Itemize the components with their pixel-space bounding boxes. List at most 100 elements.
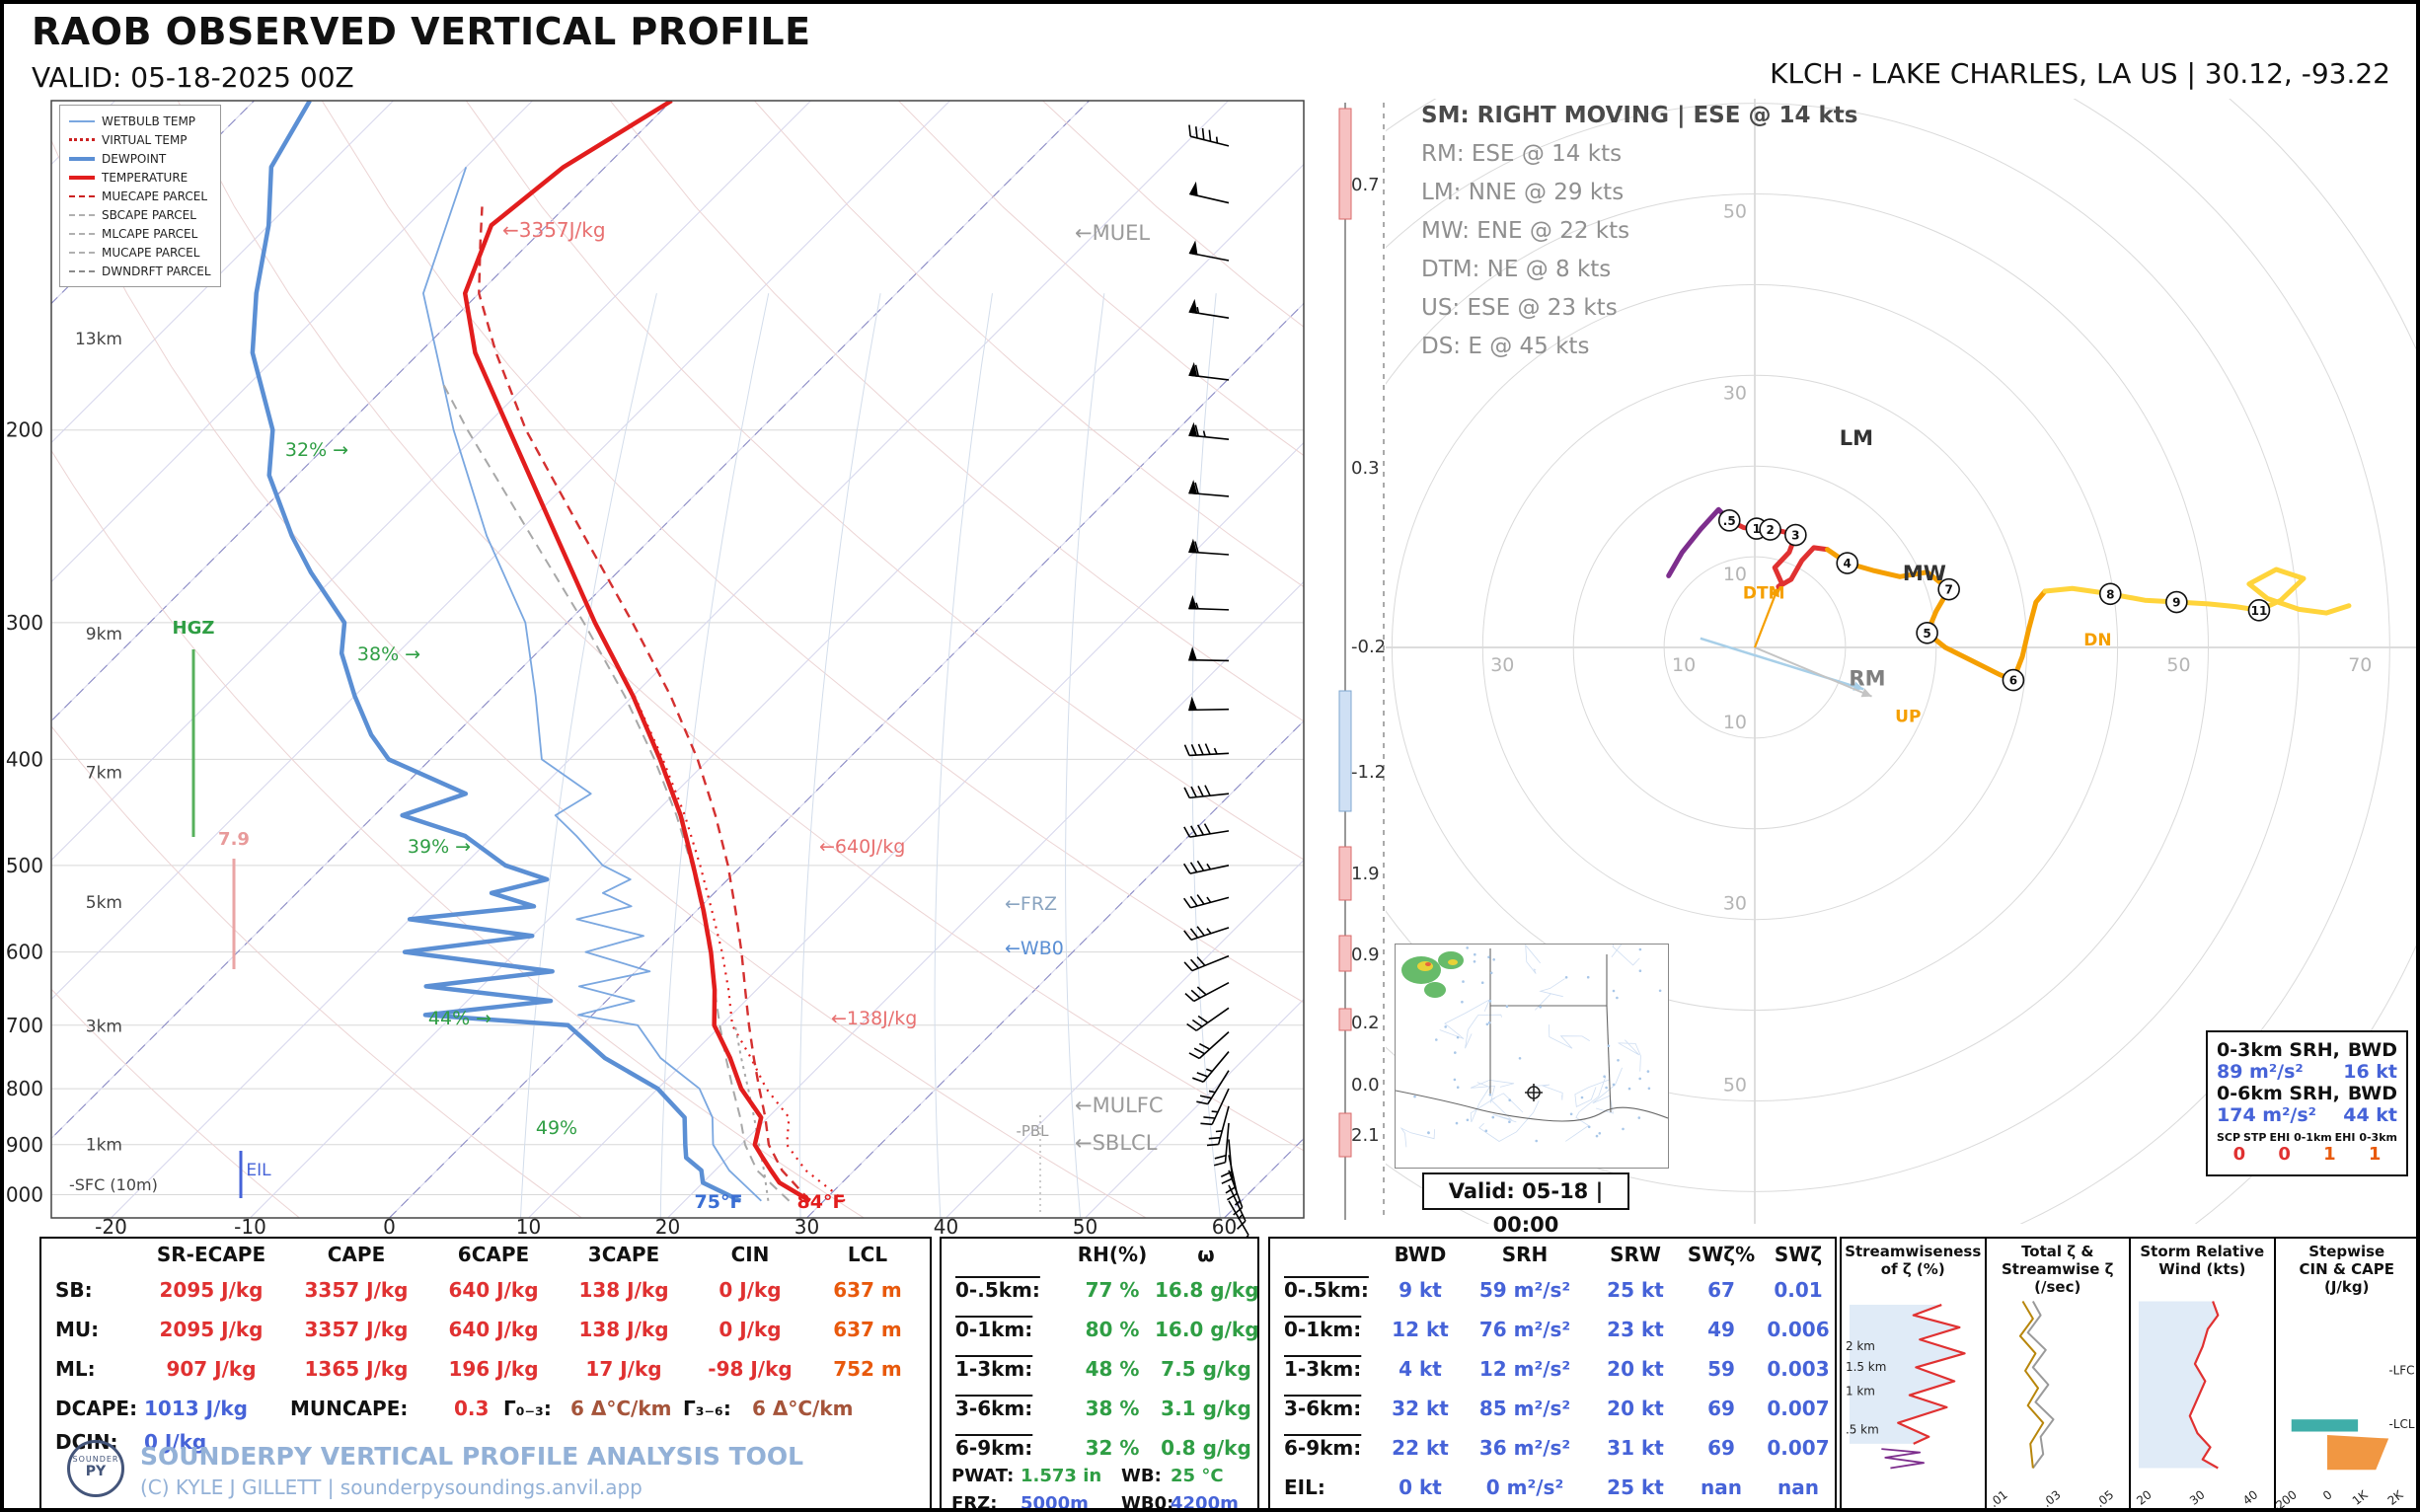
station-info: KLCH - LAKE CHARLES, LA US | 30.12, -93.… — [1770, 57, 2390, 90]
valid-datetime: VALID: 05-18-2025 00Z — [32, 61, 354, 94]
skewt-annotation: ←MUEL — [1075, 221, 1150, 245]
kin-value: 4 kt — [1399, 1357, 1442, 1381]
wet-line-sample — [69, 119, 95, 122]
gamma-3-6-value: 6 Δ°C/km — [752, 1397, 854, 1420]
mini-panel-3: Storm Relative Wind (kts) 20 30 40 — [2131, 1237, 2276, 1508]
temp-tick: 30 — [794, 1215, 819, 1239]
height-marker: 11 — [2251, 604, 2268, 618]
kin-value: nan — [1701, 1475, 1742, 1499]
legend-label: DWNDRFT PARCEL — [102, 264, 211, 278]
temp-tick: 60 — [1212, 1215, 1237, 1239]
pressure-tick: 500 — [6, 854, 43, 877]
height-marker: 3 — [1791, 529, 1799, 543]
omega-value: 0.2 — [1351, 1013, 1380, 1033]
skewt-annotation: ←3357J/kg — [502, 218, 606, 242]
height-marker: 7 — [1944, 583, 1952, 597]
wb0-label: WB0: — [1121, 1493, 1174, 1512]
mixing-ratio-value: 0.8 g/kg — [1161, 1436, 1251, 1460]
legend-label: SBCAPE PARCEL — [102, 207, 196, 222]
skewt-annotation: EIL — [246, 1161, 271, 1180]
gry-line-sample — [69, 213, 95, 216]
panel-title-line: (/sec) — [2034, 1278, 2081, 1296]
srh-value: 89 m²/s² — [2217, 1061, 2304, 1083]
legend-row: TEMPERATURE — [69, 168, 211, 187]
legend-row: VIRTUAL TEMP — [69, 130, 211, 149]
pressure-tick: 300 — [6, 611, 43, 635]
mixing-ratio-value: 3.1 g/kg — [1161, 1397, 1251, 1420]
kinematics-table: BWD SRH SRW SWζ% SWζ 0-.5km: 9 kt 59 m²/s² 25 kt… — [1268, 1237, 1837, 1508]
ring-label: 50 — [1723, 1075, 1747, 1096]
thermo-value: 138 J/kg — [578, 1278, 669, 1302]
storm-motion-line: US: ESE @ 23 kts — [1421, 295, 1618, 321]
thermo-value: 0 J/kg — [718, 1318, 782, 1341]
height-label: 9km — [86, 625, 122, 644]
logo-text-top: SOUNDER — [72, 1455, 119, 1464]
legend-row: DEWPOINT — [69, 149, 211, 168]
location-map-inset — [1395, 928, 1669, 1169]
layer-label: 1-3km: — [955, 1357, 1033, 1381]
skewt-annotation: ←WB0 — [1005, 938, 1064, 959]
kin-row-label: 0-.5km: — [1284, 1278, 1369, 1302]
panel-xtick: 20 — [2134, 1487, 2155, 1507]
wb0-value: 4200m — [1171, 1493, 1239, 1512]
footer-credit: (C) KYLE J GILLETT | sounderpysoundings.… — [140, 1475, 643, 1499]
layer-label: 0-.5km: — [955, 1278, 1040, 1302]
table-row: SR-ECAPE CAPE 6CAPE 3CAPE CIN LCL — [45, 1243, 926, 1266]
index-value: 1 — [2323, 1144, 2336, 1165]
muncape-value: 0.3 — [454, 1397, 490, 1420]
pressure-tick: 600 — [6, 941, 43, 964]
omega-value: 0.7 — [1351, 175, 1380, 195]
pressure-tick: 400 — [6, 747, 43, 771]
table-row: RH(%) ω — [945, 1243, 1253, 1266]
panel-xtick: .01 — [1987, 1487, 2010, 1510]
panel-title-line: of ζ (%) — [1880, 1260, 1945, 1278]
map-graphic — [1395, 928, 1669, 1148]
kin-value: 76 m²/s² — [1478, 1318, 1571, 1341]
page-title: RAOB OBSERVED VERTICAL PROFILE — [32, 10, 811, 53]
wb-label: WB: — [1121, 1466, 1162, 1486]
panel-xticks — [1842, 1480, 1985, 1510]
table-row: 3-6km: 38 % 3.1 g/kg — [945, 1397, 1253, 1420]
mixing-ratio-value: 16.8 g/kg — [1155, 1278, 1259, 1302]
mixing-ratio-value: 7.5 g/kg — [1161, 1357, 1251, 1381]
indices-header-row: SCP STP EHI 0-1km EHI 0-3km — [2217, 1131, 2397, 1144]
srh-summary-box: 0-3km SRH, BWD 89 m²/s² 16 kt 0-6km SRH, BWD 1… — [2206, 1030, 2408, 1176]
omega-value: 0.3 — [1351, 458, 1380, 479]
thermo-col-header: 3CAPE — [587, 1243, 660, 1266]
ring-label: 50 — [1723, 201, 1747, 223]
thermo-value: 196 J/kg — [448, 1357, 539, 1381]
temperature_C_vs_hPa-trace — [462, 101, 811, 1203]
gamma-0-3-label: Γ₀₋₃: — [503, 1397, 552, 1420]
virt-line-sample — [69, 138, 95, 141]
bwd-label: BWD — [2347, 1039, 2397, 1061]
omega-value: 0.0 — [1351, 1075, 1380, 1096]
skewt-annotation: -PBL — [1016, 1122, 1049, 1140]
temp-tick: 10 — [516, 1215, 541, 1239]
panel-level-label: -LFC — [2388, 1363, 2414, 1377]
kin-value: 49 — [1707, 1318, 1735, 1341]
temp-line-sample — [69, 175, 95, 180]
legend-row: DWNDRFT PARCEL — [69, 262, 211, 280]
rh-value: 32 % — [1085, 1436, 1140, 1460]
panel-title-line: CIN & CAPE — [2299, 1260, 2395, 1278]
thermo-value: 17 J/kg — [585, 1357, 662, 1381]
storm-motion-line: SM: RIGHT MOVING | ESE @ 14 kts — [1421, 103, 1858, 128]
height-marker: 9 — [2172, 596, 2180, 610]
table-row: EIL: 0 kt 0 m²/s² 25 kt nan nan — [1274, 1475, 1831, 1499]
panel-title: Storm Relative Wind (kts) — [2131, 1239, 2274, 1294]
kin-value: 9 kt — [1399, 1278, 1442, 1302]
layer-label: 0-1km: — [955, 1318, 1033, 1341]
panel-height-label: 2 km — [1846, 1339, 1875, 1353]
hodograph-trace — [1825, 547, 2048, 683]
kin-value: 0 kt — [1399, 1475, 1442, 1499]
kin-value: 12 kt — [1392, 1318, 1449, 1341]
height-label: 3km — [86, 1017, 122, 1036]
mixing-ratio-value: 16.0 g/kg — [1155, 1318, 1259, 1341]
height-marker: 2 — [1766, 523, 1774, 537]
legend-label: DEWPOINT — [102, 151, 167, 166]
cell — [945, 1243, 1070, 1266]
panel-plot — [2138, 1301, 2220, 1470]
dwn-line-sample — [69, 269, 95, 272]
motion-label-dtm: DTM — [1743, 583, 1785, 603]
